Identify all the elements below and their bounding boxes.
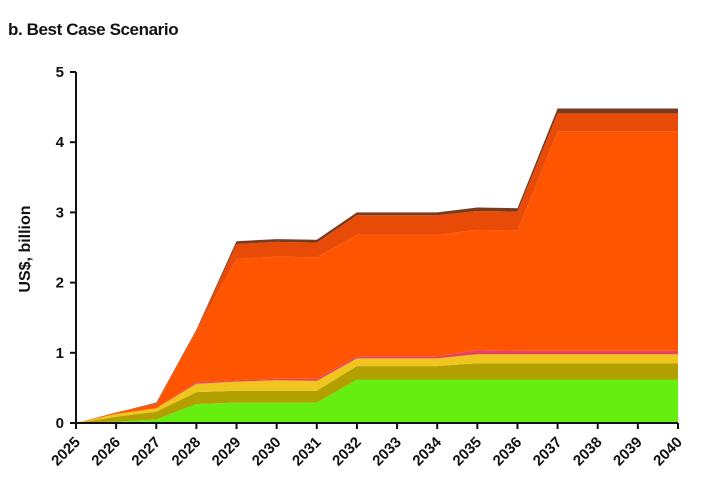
y-tick-label: 0	[56, 415, 64, 432]
x-tick-label: 2037	[530, 434, 566, 470]
area-series-5	[76, 131, 678, 423]
x-tick-label: 2032	[329, 434, 365, 470]
x-tick-label: 2028	[169, 434, 205, 470]
x-tick-label: 2035	[450, 434, 486, 470]
y-tick-label: 1	[56, 345, 64, 362]
y-tick-label: 4	[56, 134, 65, 151]
x-tick-label: 2025	[48, 434, 84, 470]
y-tick-labels: 0 1 2 3 4 5	[56, 64, 76, 432]
area-series-6	[76, 113, 678, 424]
area-series-7	[76, 108, 678, 423]
x-tick-label: 2039	[610, 434, 646, 470]
x-tick-labels: 2025 2026 2027 2028 2029 2030 2031 2032 2033 2034…	[48, 423, 686, 469]
x-tick-label: 2034	[409, 433, 445, 469]
x-tick-label: 2027	[128, 434, 164, 470]
area-layer	[76, 108, 678, 424]
area-series-1	[76, 379, 678, 423]
area-series-3	[76, 354, 678, 423]
x-tick-label: 2030	[249, 434, 285, 470]
chart-title: b. Best Case Scenario	[8, 20, 179, 39]
area-series-2	[76, 363, 678, 423]
y-axis-label: US$, billion	[17, 205, 34, 292]
y-tick-label: 5	[56, 64, 64, 81]
x-tick-label: 2029	[209, 434, 245, 470]
y-tick-label: 3	[56, 204, 64, 221]
axes-layer	[75, 72, 678, 424]
x-tick-label: 2036	[490, 434, 526, 470]
y-tick-label: 2	[56, 275, 64, 292]
x-tick-label: 2033	[369, 434, 405, 470]
x-tick-label: 2040	[650, 434, 686, 470]
x-tick-label: 2026	[88, 434, 124, 470]
x-tick-label: 2031	[289, 434, 325, 470]
x-tick-label: 2038	[570, 434, 606, 470]
